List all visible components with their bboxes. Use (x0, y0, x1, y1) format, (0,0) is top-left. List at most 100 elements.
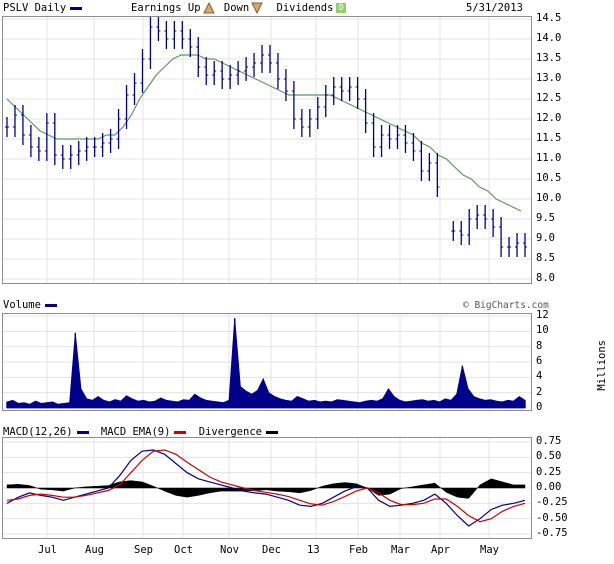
x-tick-label: Mar (391, 544, 410, 556)
price-bar (371, 113, 376, 157)
price-y-tick-label: 13.5 (536, 52, 562, 64)
price-bar (36, 137, 41, 161)
price-bar (363, 89, 368, 133)
price-bar (499, 217, 504, 257)
price-bar (339, 77, 344, 101)
price-bar (283, 69, 288, 101)
macd-ema-line (6, 449, 526, 523)
price-bar (267, 45, 272, 73)
price-bar (212, 61, 217, 85)
moving-average-line (6, 54, 522, 212)
price-y-tick-label: 8.0 (536, 272, 555, 284)
price-bar (204, 57, 209, 85)
macd-label: MACD(12,26) (3, 426, 73, 438)
macd-legend: MACD(12,26) MACD EMA(9) Divergence (3, 426, 278, 438)
price-bar (60, 145, 65, 169)
price-bar (180, 21, 185, 49)
volume-swatch (44, 303, 57, 307)
price-bar (228, 65, 233, 89)
price-bar (515, 233, 520, 257)
price-bar (44, 113, 49, 161)
price-bar (140, 49, 145, 93)
price-bar (132, 73, 137, 105)
price-bar (491, 209, 496, 237)
price-bar (411, 133, 416, 161)
macd-y-tick-label: -0.50 (536, 511, 568, 524)
price-y-tick-label: 10.0 (536, 192, 562, 204)
price-y-tick-label: 9.5 (536, 212, 555, 224)
volume-legend: Volume (3, 299, 57, 311)
x-tick-label: Feb (349, 544, 368, 556)
bigcharts-watermark: © BigCharts.com (463, 300, 549, 311)
price-bar (196, 37, 201, 77)
price-chart (3, 16, 531, 283)
price-panel (2, 16, 532, 284)
x-tick-label: Aug (85, 544, 104, 556)
earnings-legend: Earnings Up Down Dividends D (131, 1, 347, 15)
price-y-tick-label: 14.0 (536, 32, 562, 44)
price-bar (291, 81, 296, 129)
x-tick-label: May (480, 544, 499, 556)
price-bar (475, 205, 480, 229)
symbol-label: PSLV Daily (3, 2, 67, 14)
price-bar (68, 145, 73, 169)
price-y-tick-label: 11.5 (536, 132, 562, 144)
volume-y-tick-label: 8 (536, 339, 543, 352)
price-bar (156, 16, 161, 41)
volume-y-tick-label: 10 (536, 324, 549, 337)
price-bar (164, 21, 169, 49)
macd-y-tick-label: 0.50 (536, 450, 562, 463)
dividend-d-icon: D (336, 3, 347, 13)
volume-chart (3, 314, 531, 410)
price-bar (459, 221, 464, 245)
chart-date: 5/31/2013 (466, 2, 523, 14)
volume-y-tick-label: 6 (536, 355, 543, 367)
macd-swatch (76, 430, 89, 434)
volume-units-label: Millions (596, 340, 608, 391)
dividends-label: Dividends (276, 2, 334, 14)
macd-y-tick-label: 0.00 (536, 481, 562, 493)
macd-line (6, 449, 526, 527)
price-bar (124, 85, 129, 129)
price-bar (331, 77, 336, 105)
price-bar (52, 113, 57, 165)
divergence-swatch (265, 430, 278, 434)
x-tick-label: Sep (134, 544, 153, 556)
volume-y-tick-label: 0 (536, 401, 543, 413)
up-label: Up (187, 2, 201, 14)
macd-y-tick-label: -0.25 (536, 496, 568, 509)
volume-y-tick-label: 4 (536, 370, 543, 383)
price-bar (467, 209, 472, 245)
price-bar (220, 61, 225, 89)
macd-chart (3, 438, 531, 538)
x-tick-label: Dec (262, 544, 281, 556)
price-bar (92, 137, 97, 157)
price-bar (252, 53, 257, 77)
price-bar (148, 16, 153, 69)
macd-y-tick-label: 0.75 (536, 435, 562, 447)
price-bar (403, 125, 408, 153)
price-y-tick-label: 10.5 (536, 172, 562, 184)
price-bar (395, 125, 400, 149)
x-tick-label: Nov (220, 544, 239, 556)
price-bar (275, 53, 280, 89)
volume-y-tick-label: 12 (536, 309, 549, 321)
price-bar (419, 141, 424, 181)
price-bar (347, 77, 352, 101)
macd-y-tick-label: -0.75 (536, 527, 568, 539)
x-tick-label: 13 (307, 544, 320, 556)
earnings-label: Earnings (131, 2, 182, 14)
x-tick-label: Jul (38, 544, 57, 556)
price-bar (172, 21, 177, 49)
price-bar (84, 137, 89, 161)
price-bar (108, 129, 113, 153)
price-bar (260, 45, 265, 73)
price-bar (379, 125, 384, 157)
macd-ema-swatch (174, 430, 187, 434)
down-label: Down (223, 2, 250, 14)
price-bar (435, 153, 440, 197)
price-y-tick-label: 9.0 (536, 232, 555, 244)
price-bar (387, 125, 392, 149)
price-bar (315, 97, 320, 129)
x-tick-label: Oct (174, 544, 193, 556)
